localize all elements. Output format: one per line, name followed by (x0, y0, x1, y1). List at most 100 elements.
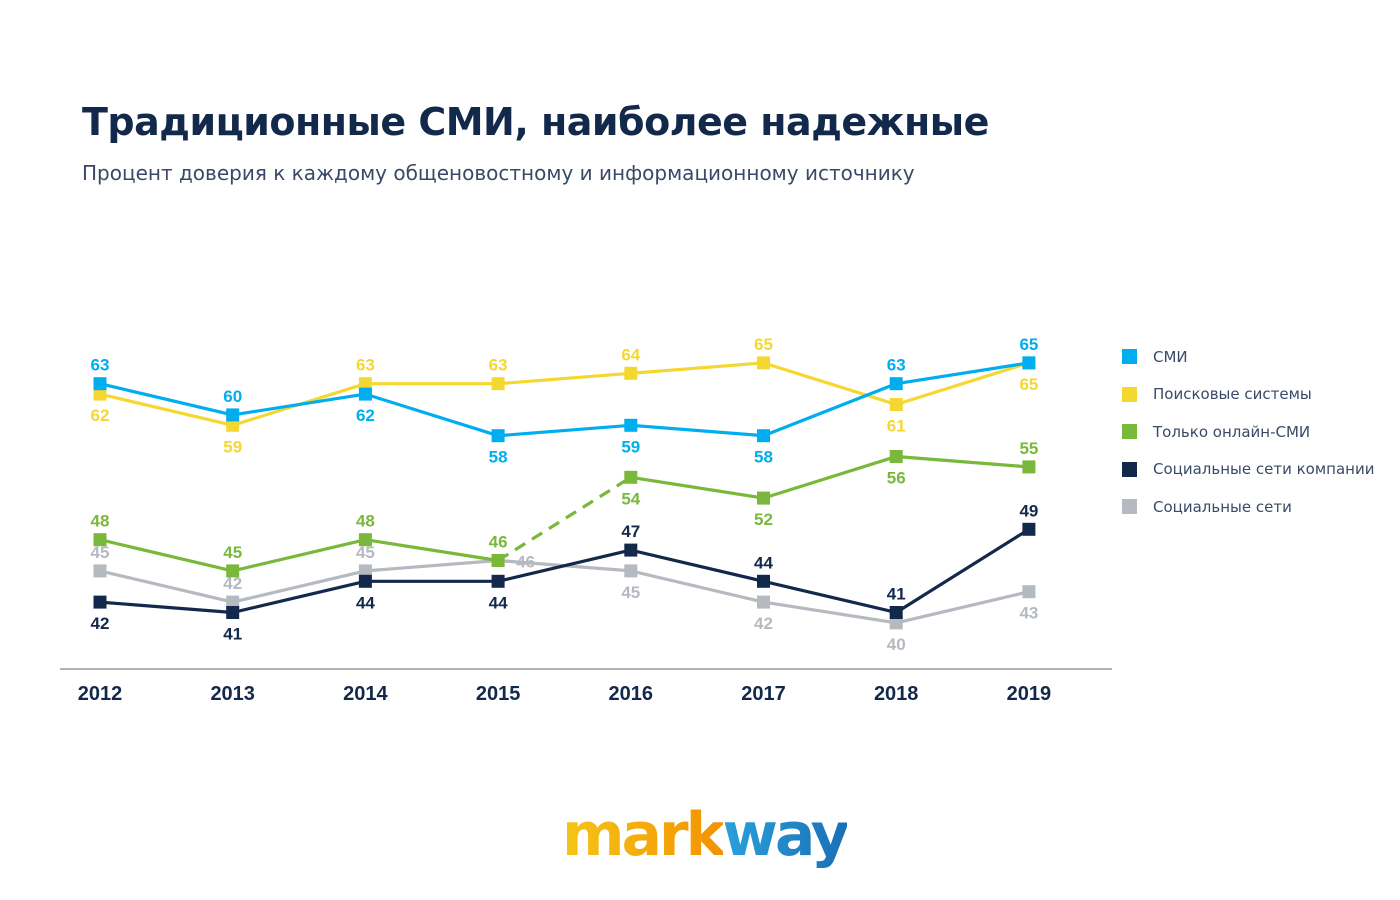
data-point-marker (358, 574, 372, 588)
series-line-segment (630, 423, 764, 438)
legend-swatch (1122, 386, 1137, 402)
legend-swatch (1122, 424, 1137, 440)
data-label: 46 (489, 533, 508, 552)
data-label: 63 (887, 356, 906, 375)
series-line-segment (232, 392, 366, 417)
data-point-marker (93, 533, 107, 547)
data-label: 49 (1019, 501, 1038, 520)
data-label: 63 (91, 356, 110, 375)
series-line-segment (896, 454, 1030, 469)
series-line-segment (365, 558, 499, 573)
data-label: 65 (1019, 335, 1038, 354)
chart-subtitle: Процент доверия к каждому общеновостному… (82, 161, 915, 185)
legend-swatch (1122, 499, 1137, 515)
data-point-marker (757, 356, 770, 370)
data-label: 45 (356, 543, 375, 562)
data-point-marker (358, 564, 372, 578)
series-line-segment (763, 454, 897, 500)
legend-label: Только онлайн-СМИ (1153, 422, 1311, 441)
series-line-segment (99, 538, 234, 573)
data-label: 44 (356, 593, 375, 612)
legend-label: Поисковые системы (1153, 385, 1312, 404)
data-point-marker (93, 564, 107, 578)
data-label: 47 (621, 522, 640, 541)
series-line-segment (365, 538, 499, 563)
series-line-segment (497, 475, 632, 562)
series-line-segment (99, 569, 234, 604)
data-label: 59 (621, 437, 640, 456)
series-line-segment (895, 361, 1030, 386)
legend-label: Социальные сети компании (1153, 460, 1375, 479)
series-line-segment (763, 361, 897, 407)
series-line-segment (895, 590, 1030, 625)
data-point-marker (93, 377, 107, 391)
series-line-segment (630, 548, 764, 583)
data-label: 54 (621, 489, 640, 508)
markway-logo: markway (562, 800, 850, 870)
data-label: 55 (1019, 439, 1038, 458)
data-label: 42 (91, 614, 110, 633)
data-point-marker (889, 450, 903, 463)
data-label: 61 (887, 417, 906, 436)
data-point-marker (757, 595, 770, 609)
data-label: 45 (91, 543, 110, 562)
data-label: 41 (223, 625, 242, 644)
data-label: 48 (356, 512, 375, 531)
x-tick-label: 2019 (1007, 683, 1052, 705)
data-point-marker (226, 418, 240, 432)
data-point-marker (93, 387, 107, 401)
data-point-marker (624, 470, 638, 484)
data-point-marker (624, 418, 638, 432)
data-label: 59 (223, 437, 242, 456)
data-point-marker (757, 491, 770, 505)
series-line-segment (763, 600, 897, 625)
data-point-marker (226, 564, 240, 578)
data-point-marker (624, 564, 638, 578)
data-label: 60 (223, 387, 242, 406)
data-label: 45 (621, 583, 640, 602)
data-label: 56 (887, 469, 906, 488)
data-point-marker (889, 606, 903, 619)
chart-title: Традиционные СМИ, наиболее надежные (82, 100, 989, 144)
x-tick-label: 2012 (78, 683, 123, 705)
data-point-marker (1022, 585, 1036, 599)
data-point-marker (491, 554, 505, 567)
legend-label: СМИ (1153, 347, 1188, 366)
data-point-marker (889, 616, 903, 630)
legend-item-search: Поисковые системы (1122, 376, 1374, 414)
data-label: 40 (887, 635, 906, 654)
data-point-marker (226, 408, 240, 422)
series-line-segment (232, 569, 366, 604)
data-point-marker (491, 377, 505, 391)
data-label: 58 (489, 448, 508, 467)
x-tick-label: 2015 (476, 683, 521, 705)
series-line-segment (497, 548, 632, 583)
series-line-segment (895, 527, 1030, 614)
series-line-segment (630, 475, 764, 500)
x-tick-label: 2013 (210, 683, 255, 705)
data-point-marker (491, 429, 505, 443)
legend-item-smi: СМИ (1122, 338, 1374, 376)
data-label: 63 (356, 356, 375, 375)
data-point-marker (491, 574, 505, 588)
series-line-segment (99, 600, 233, 615)
logo-text-way: way (722, 800, 850, 870)
data-label: 62 (356, 406, 375, 425)
x-tick-label: 2017 (741, 683, 786, 705)
data-label: 58 (754, 448, 773, 467)
series-line-segment (99, 382, 234, 417)
series-line-segment (895, 361, 1030, 407)
data-point-marker (889, 377, 903, 391)
legend-item-online: Только онлайн-СМИ (1122, 413, 1374, 451)
data-point-marker (624, 366, 638, 380)
data-point-marker (757, 574, 770, 588)
series-line-segment (364, 392, 499, 438)
legend-label: Социальные сети (1153, 497, 1292, 516)
data-label: 64 (621, 345, 640, 364)
data-point-marker (757, 429, 770, 443)
legend-item-company-social: Социальные сети компании (1122, 451, 1374, 489)
x-tick-label: 2014 (343, 683, 388, 705)
series-line-segment (630, 361, 764, 375)
series-line-segment (232, 579, 366, 615)
data-label: 44 (489, 593, 508, 612)
